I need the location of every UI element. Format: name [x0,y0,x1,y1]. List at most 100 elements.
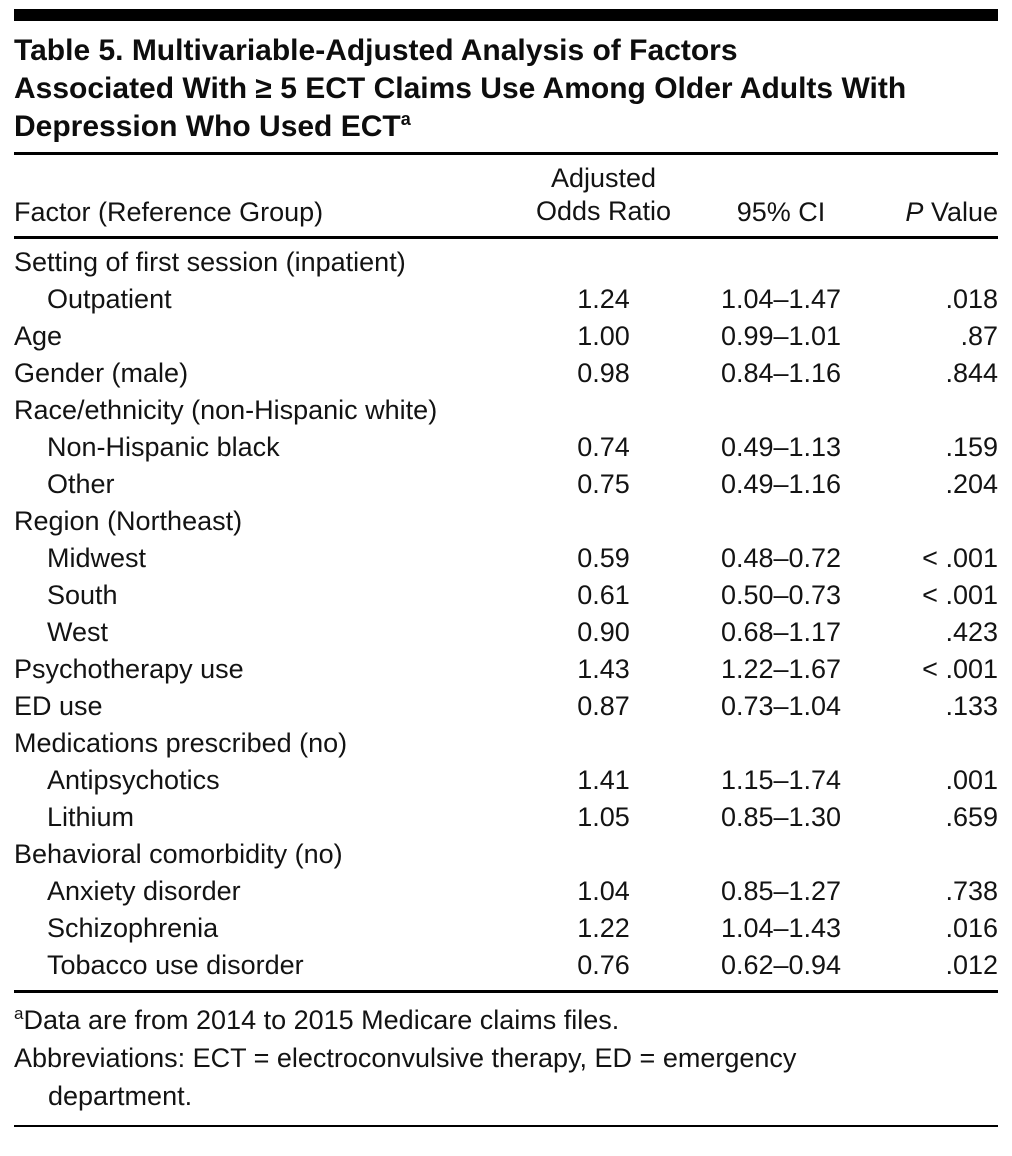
row-p-value: .012 [945,950,998,980]
table-row: Tobacco use disorder 0.76 0.62–0.94 .012 [14,947,998,984]
row-ci: 0.48–0.72 [720,543,842,573]
table-row: Outpatient 1.24 1.04–1.47 .018 [14,281,998,318]
row-ci: 1.15–1.74 [720,765,842,795]
row-odds-ratio: 1.43 [577,654,630,684]
footnote-abbreviations: Abbreviations: ECT = electroconvulsive t… [14,1043,797,1111]
row-odds-ratio: 0.74 [577,432,630,462]
row-factor: ED use [14,691,103,721]
row-ci: 0.85–1.30 [720,802,842,832]
row-p-value: .159 [945,432,998,462]
row-p-value: .87 [960,321,998,351]
row-factor: Non-Hispanic black [47,432,280,462]
table-row: Non-Hispanic black 0.74 0.49–1.13 .159 [14,429,998,466]
row-factor: Antipsychotics [47,765,220,795]
row-p-value: .001 [945,765,998,795]
row-p-value: .016 [945,913,998,943]
row-factor: Psychotherapy use [14,654,244,684]
row-odds-ratio: 0.75 [577,469,630,499]
header-factor: Factor (Reference Group) [14,197,324,227]
row-odds-ratio: 1.00 [577,321,630,351]
table-body: Setting of first session (inpatient) Out… [14,239,998,990]
row-factor: Schizophrenia [47,913,219,943]
row-odds-ratio: 1.04 [577,876,630,906]
rule-under-header [14,236,998,239]
table-row: Region (Northeast) [14,503,998,540]
table-row: South 0.61 0.50–0.73 < .001 [14,577,998,614]
header-odds-ratio-line2: Odds Ratio [535,196,672,226]
table-row: ED use 0.87 0.73–1.04 .133 [14,688,998,725]
row-odds-ratio: 0.87 [577,691,630,721]
title-line-2: Associated With ≥ 5 ECT Claims Use Among… [14,72,907,105]
row-odds-ratio: 1.22 [577,913,630,943]
row-factor: Behavioral comorbidity (no) [14,839,343,869]
row-factor: Gender (male) [14,358,189,388]
row-p-value: < .001 [922,580,998,610]
table-row: Other 0.75 0.49–1.16 .204 [14,466,998,503]
header-p-rest: Value [923,197,998,227]
row-ci: 1.22–1.67 [720,654,842,684]
row-p-value: .018 [945,284,998,314]
table-row: Setting of first session (inpatient) [14,244,998,281]
row-odds-ratio: 1.05 [577,802,630,832]
footnotes: aData are from 2014 to 2015 Medicare cla… [14,993,998,1125]
rule-under-title [14,152,998,155]
row-ci: 0.68–1.17 [720,617,842,647]
row-ci: 0.99–1.01 [720,321,842,351]
row-odds-ratio: 0.98 [577,358,630,388]
row-factor: Other [47,469,115,499]
row-ci: 0.49–1.13 [720,432,842,462]
row-p-value: .659 [945,802,998,832]
row-ci: 0.49–1.16 [720,469,842,499]
row-ci: 1.04–1.43 [720,913,842,943]
row-odds-ratio: 0.90 [577,617,630,647]
table-row: Gender (male) 0.98 0.84–1.16 .844 [14,355,998,392]
row-odds-ratio: 1.24 [577,284,630,314]
row-ci: 0.62–0.94 [720,950,842,980]
table-row: Age 1.00 0.99–1.01 .87 [14,318,998,355]
table-row: Lithium 1.05 0.85–1.30 .659 [14,799,998,836]
row-factor: Race/ethnicity (non-Hispanic white) [14,395,438,425]
row-odds-ratio: 1.41 [577,765,630,795]
row-p-value: < .001 [922,543,998,573]
row-factor: Lithium [47,802,135,832]
header-odds-ratio-line1: Adjusted [550,163,657,193]
footnote-data-source-text: Data are from 2014 to 2015 Medicare clai… [23,1005,620,1035]
header-p-italic: P [905,197,924,227]
row-ci: 1.04–1.47 [720,284,842,314]
footnote-data-source: aData are from 2014 to 2015 Medicare cla… [14,1001,998,1039]
row-factor: Outpatient [47,284,172,314]
footnote-marker-a: a [14,1004,24,1023]
title-line-3: Depression Who Used ECTa [14,108,996,146]
row-p-value: .204 [945,469,998,499]
rule-under-body [14,990,998,993]
row-factor: Medications prescribed (no) [14,728,348,758]
row-odds-ratio: 0.61 [577,580,630,610]
row-factor: South [47,580,118,610]
row-factor: Tobacco use disorder [47,950,304,980]
header-p-value: P Value [876,197,998,228]
row-ci: 0.85–1.27 [720,876,842,906]
row-factor: Midwest [47,543,147,573]
row-p-value: .423 [945,617,998,647]
row-p-value: .844 [945,358,998,388]
row-p-value: .133 [945,691,998,721]
row-factor: Age [14,321,63,351]
row-factor: Setting of first session (inpatient) [14,247,406,277]
table-row: Behavioral comorbidity (no) [14,836,998,873]
title-footnote-marker: a [400,109,411,129]
row-odds-ratio: 0.76 [577,950,630,980]
table-row: Psychotherapy use 1.43 1.22–1.67 < .001 [14,651,998,688]
row-ci: 0.50–0.73 [720,580,842,610]
row-p-value: < .001 [922,654,998,684]
row-ci: 0.84–1.16 [720,358,842,388]
header-odds-ratio: Adjusted Odds Ratio [521,162,686,228]
top-rule-bar [14,9,998,21]
table-row: Antipsychotics 1.41 1.15–1.74 .001 [14,762,998,799]
title-line-3-text: Depression Who Used ECT [14,110,401,143]
title-line-1: Table 5. Multivariable-Adjusted Analysis… [14,34,738,67]
table-row: West 0.90 0.68–1.17 .423 [14,614,998,651]
row-factor: Anxiety disorder [47,876,241,906]
table-header-row: Factor (Reference Group) Adjusted Odds R… [14,155,998,236]
row-factor: West [47,617,109,647]
